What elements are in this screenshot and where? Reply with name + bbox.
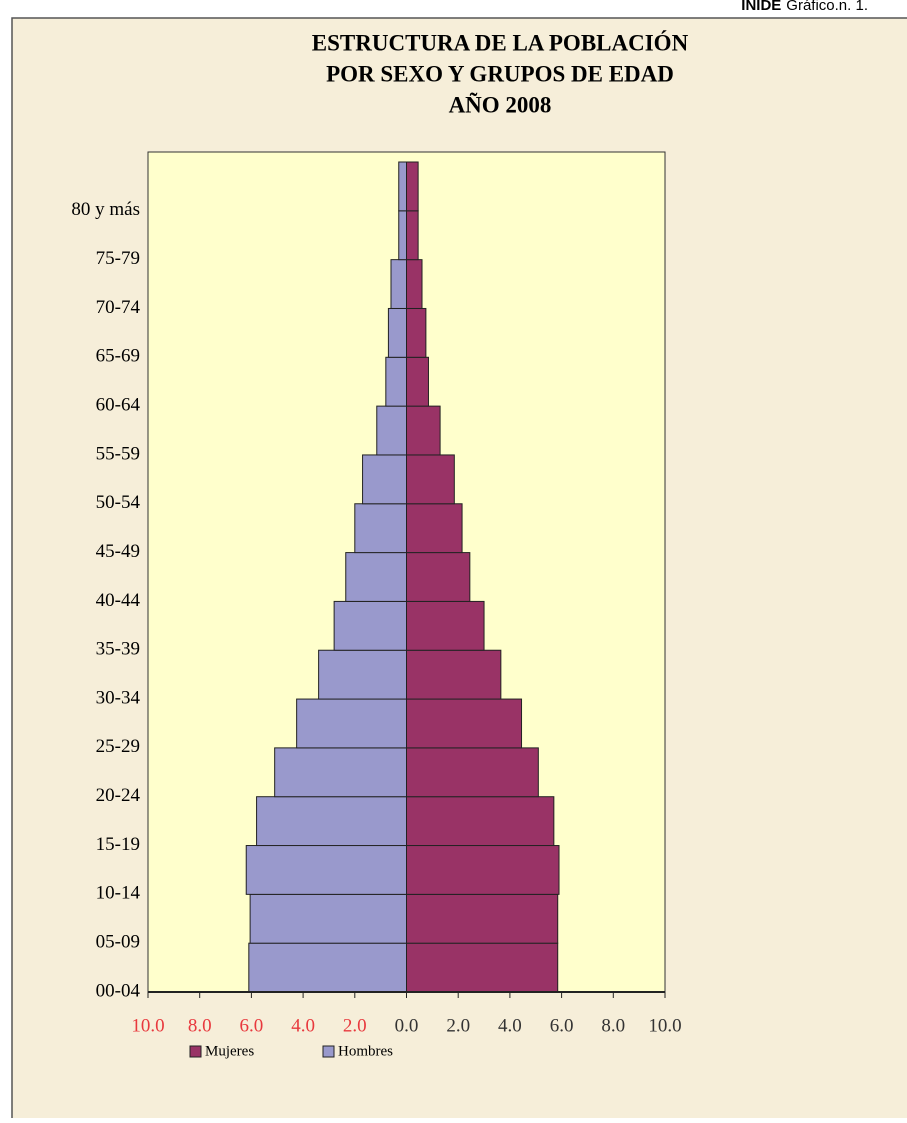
x-tick-label: 2.0: [446, 1015, 470, 1036]
bar: [385, 356, 408, 407]
y-tick-label: 10-14: [96, 883, 141, 904]
bar: [318, 649, 407, 700]
bar: [406, 356, 429, 407]
y-tick-label: 55-59: [96, 443, 140, 464]
x-tick-label: 8.0: [188, 1015, 212, 1036]
bar: [406, 600, 485, 651]
y-tick-label: 00-04: [96, 980, 141, 1001]
x-tick-label: 10.0: [648, 1015, 681, 1036]
bar: [345, 552, 408, 602]
bar: [249, 893, 407, 944]
chart-title: ESTRUCTURA DE LA POBLACIÓN: [312, 29, 689, 55]
bar: [387, 307, 407, 358]
bar: [376, 405, 407, 456]
bar: [248, 942, 407, 993]
bar: [274, 747, 408, 798]
bar: [406, 454, 455, 505]
legend-label: Hombres: [338, 1043, 393, 1059]
bar: [398, 210, 407, 261]
y-tick-label: 30-34: [96, 687, 141, 708]
bar: [245, 845, 407, 895]
bar: [406, 503, 463, 554]
y-tick-label: 05-09: [96, 932, 140, 953]
header-org: INIDE: [741, 0, 781, 14]
y-tick-label: 25-29: [96, 736, 140, 757]
bar: [406, 698, 523, 749]
bar: [406, 942, 559, 993]
x-tick-label: 0.0: [395, 1015, 419, 1036]
legend-label: Mujeres: [205, 1043, 254, 1059]
y-tick-label: 35-39: [96, 639, 140, 660]
x-tick-label: 10.0: [131, 1015, 164, 1036]
bar: [398, 161, 407, 212]
header: INIDE Gráfico.n. 1.: [741, 0, 868, 14]
bar: [406, 161, 419, 212]
chart-title: AÑO 2008: [449, 92, 552, 117]
legend-swatch: [189, 1045, 202, 1058]
y-tick-label: 65-69: [96, 346, 140, 367]
y-tick-label: 80 y más: [71, 199, 140, 220]
bar: [362, 454, 407, 505]
x-tick-label: 6.0: [240, 1015, 264, 1036]
x-tick-label: 4.0: [498, 1015, 522, 1036]
bar: [406, 893, 559, 944]
bar: [406, 747, 539, 798]
header-ref: Gráfico.n. 1.: [786, 0, 868, 14]
x-tick-label: 6.0: [550, 1015, 574, 1036]
y-tick-label: 75-79: [96, 248, 140, 269]
x-tick-label: 2.0: [343, 1015, 367, 1036]
title-group: ESTRUCTURA DE LA POBLACIÓN POR SEXO Y GRU…: [312, 29, 689, 117]
y-tick-label: 20-24: [96, 785, 141, 806]
y-tick-label: 70-74: [96, 297, 141, 318]
bar: [406, 845, 560, 895]
y-tick-label: 40-44: [96, 590, 141, 611]
x-tick-label: 4.0: [291, 1015, 315, 1036]
y-tick-label: 45-49: [96, 541, 140, 562]
bar: [354, 503, 407, 554]
y-tick-label: 15-19: [96, 834, 140, 855]
x-tick-label: 8.0: [601, 1015, 625, 1036]
bar: [256, 796, 407, 847]
bar: [406, 307, 427, 358]
bar: [406, 649, 502, 700]
bar: [406, 259, 423, 309]
y-tick-label: 60-64: [96, 394, 141, 415]
bar: [406, 552, 471, 602]
bar: [333, 600, 407, 651]
chart-title: POR SEXO Y GRUPOS DE EDAD: [326, 61, 674, 86]
bar: [406, 210, 419, 261]
bar: [406, 405, 441, 456]
bar: [296, 698, 408, 749]
legend-swatch: [322, 1045, 335, 1058]
bar: [390, 259, 407, 309]
bar: [406, 796, 555, 847]
y-tick-label: 50-54: [96, 492, 141, 513]
